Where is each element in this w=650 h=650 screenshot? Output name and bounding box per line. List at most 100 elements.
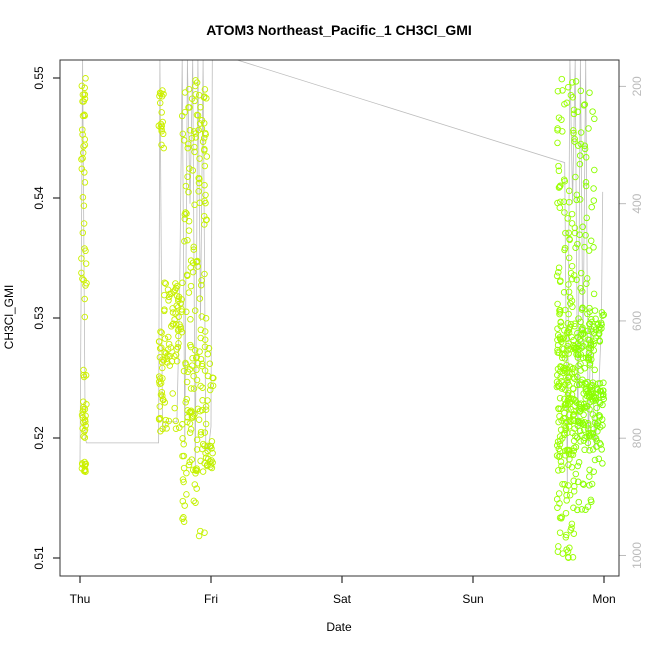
data-point — [554, 300, 561, 308]
data-point — [565, 482, 572, 489]
data-point — [577, 87, 585, 95]
data-point — [572, 78, 580, 85]
data-point — [184, 173, 191, 180]
data-point — [165, 297, 172, 304]
data-point — [172, 284, 180, 292]
data-point — [81, 169, 88, 176]
data-point — [193, 376, 201, 384]
data-point — [573, 344, 580, 351]
data-point — [178, 296, 186, 303]
y2-tick-label: 1000 — [630, 542, 644, 569]
data-point — [588, 318, 595, 326]
data-point — [204, 442, 211, 450]
data-point — [571, 138, 578, 145]
data-point — [179, 421, 186, 428]
data-point — [190, 243, 197, 251]
data-point — [572, 432, 579, 440]
data-point — [159, 364, 166, 372]
data-point — [569, 554, 577, 561]
data-point — [574, 329, 581, 337]
data-point — [202, 420, 210, 428]
data-point — [579, 354, 587, 362]
data-point — [158, 93, 166, 100]
data-point — [575, 315, 582, 322]
data-point — [569, 94, 577, 101]
data-point — [158, 141, 165, 149]
data-point — [565, 254, 573, 262]
data-point — [186, 104, 193, 111]
data-point — [201, 343, 209, 351]
data-point — [555, 405, 562, 412]
data-point — [209, 382, 217, 389]
data-point — [556, 441, 564, 448]
data-point — [179, 497, 187, 505]
data-point — [596, 338, 604, 345]
data-point — [570, 374, 577, 381]
data-point — [81, 466, 89, 473]
data-point — [187, 264, 194, 271]
data-point — [562, 426, 569, 433]
data-point — [554, 371, 561, 379]
data-point — [587, 496, 595, 504]
data-point — [193, 111, 201, 119]
data-point — [81, 84, 88, 92]
data-point — [157, 391, 165, 398]
data-point — [559, 128, 566, 135]
data-point — [172, 351, 180, 359]
data-point — [584, 378, 591, 386]
data-point — [584, 354, 592, 361]
x-tick-label: Thu — [70, 592, 91, 606]
data-point — [580, 102, 588, 109]
data-point — [171, 404, 178, 412]
data-point — [190, 385, 198, 392]
data-point — [584, 420, 592, 427]
points-layer — [78, 75, 608, 561]
data-point — [79, 112, 87, 120]
data-point — [556, 278, 564, 285]
data-point — [565, 288, 573, 296]
axes-layer: Thu Fri Sat Sun Mon 0.51 0.52 0.53 0.54 0.55 200 40… — [32, 66, 644, 606]
data-point — [190, 246, 198, 253]
data-point — [199, 384, 206, 391]
data-point — [595, 320, 602, 327]
data-point — [164, 286, 172, 293]
data-point — [568, 210, 576, 218]
data-point — [186, 165, 193, 172]
data-point — [560, 369, 567, 377]
data-point — [207, 461, 214, 468]
data-point — [558, 462, 565, 470]
data-point — [180, 452, 188, 460]
data-point — [167, 344, 175, 351]
data-point — [175, 297, 182, 304]
data-point — [592, 326, 600, 333]
data-point — [192, 130, 200, 137]
data-point — [586, 89, 593, 96]
data-point — [81, 179, 89, 186]
data-point — [159, 130, 167, 138]
data-point — [201, 429, 209, 436]
data-point — [591, 330, 598, 337]
data-point — [191, 347, 199, 354]
data-point — [577, 438, 584, 445]
data-point — [581, 243, 588, 251]
data-point — [159, 425, 166, 433]
data-point — [82, 372, 90, 379]
data-point — [187, 282, 195, 290]
data-point — [186, 366, 194, 373]
data-point — [573, 191, 581, 199]
data-point — [179, 476, 187, 483]
data-point — [596, 326, 603, 334]
y-tick-label: 0.55 — [32, 66, 46, 90]
data-point — [568, 333, 575, 341]
data-point — [155, 416, 163, 423]
data-point — [568, 220, 576, 227]
data-point — [201, 181, 208, 189]
data-point — [177, 325, 185, 333]
data-point — [189, 466, 197, 474]
data-point — [578, 288, 586, 295]
data-point — [197, 382, 204, 390]
data-point — [194, 359, 202, 367]
data-point — [569, 385, 577, 392]
data-point — [570, 477, 577, 485]
